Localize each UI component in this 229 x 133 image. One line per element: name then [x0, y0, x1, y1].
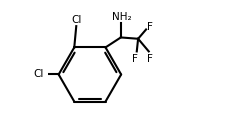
Text: Cl: Cl	[71, 15, 82, 25]
Text: F: F	[147, 54, 153, 64]
Text: Cl: Cl	[34, 69, 44, 80]
Text: F: F	[132, 54, 138, 64]
Text: F: F	[147, 22, 153, 32]
Text: NH₂: NH₂	[112, 12, 131, 22]
